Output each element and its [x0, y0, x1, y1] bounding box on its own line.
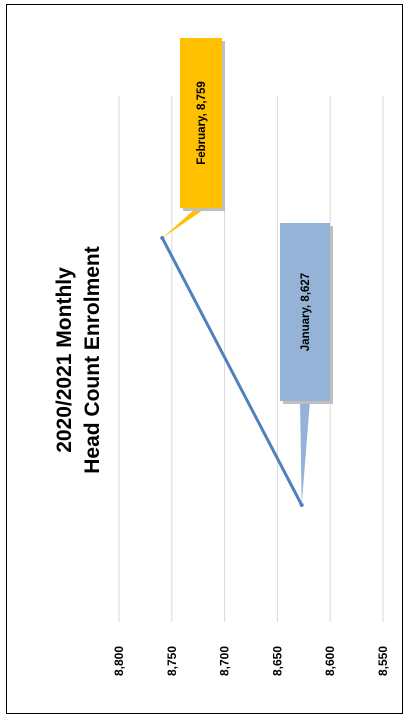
series-line-path: [160, 236, 304, 507]
data-labels: January, 8,627 February, 8,759: [162, 38, 333, 505]
callout-pointer: [300, 401, 310, 505]
callout-pointer: [162, 208, 206, 238]
data-label-callout: January, 8,627: [280, 223, 333, 505]
y-tick-label: 8,700: [218, 646, 232, 676]
chart-title-line-2: Head Count Enrolment: [81, 246, 104, 474]
gridlines: [118, 96, 384, 622]
chart-title: 2020/2021 Monthly Head Count Enrolment: [53, 246, 104, 474]
callout-box: [180, 38, 222, 208]
y-axis-ticks: 8,800 8,750 8,700 8,650 8,600 8,550: [112, 646, 390, 676]
chart-frame: [6, 4, 403, 714]
y-tick-label: 8,800: [112, 646, 126, 676]
data-label-text: January, 8,627: [300, 273, 312, 351]
callout-box: [280, 223, 330, 401]
chart-title-line-1: 2020/2021 Monthly: [53, 267, 76, 453]
y-tick-label: 8,650: [270, 646, 284, 676]
data-label-text: February, 8,759: [196, 81, 208, 165]
y-tick-label: 8,750: [165, 646, 179, 676]
data-label-callout: February, 8,759: [162, 38, 225, 238]
y-tick-label: 8,550: [376, 646, 390, 676]
y-tick-label: 8,600: [323, 646, 337, 676]
